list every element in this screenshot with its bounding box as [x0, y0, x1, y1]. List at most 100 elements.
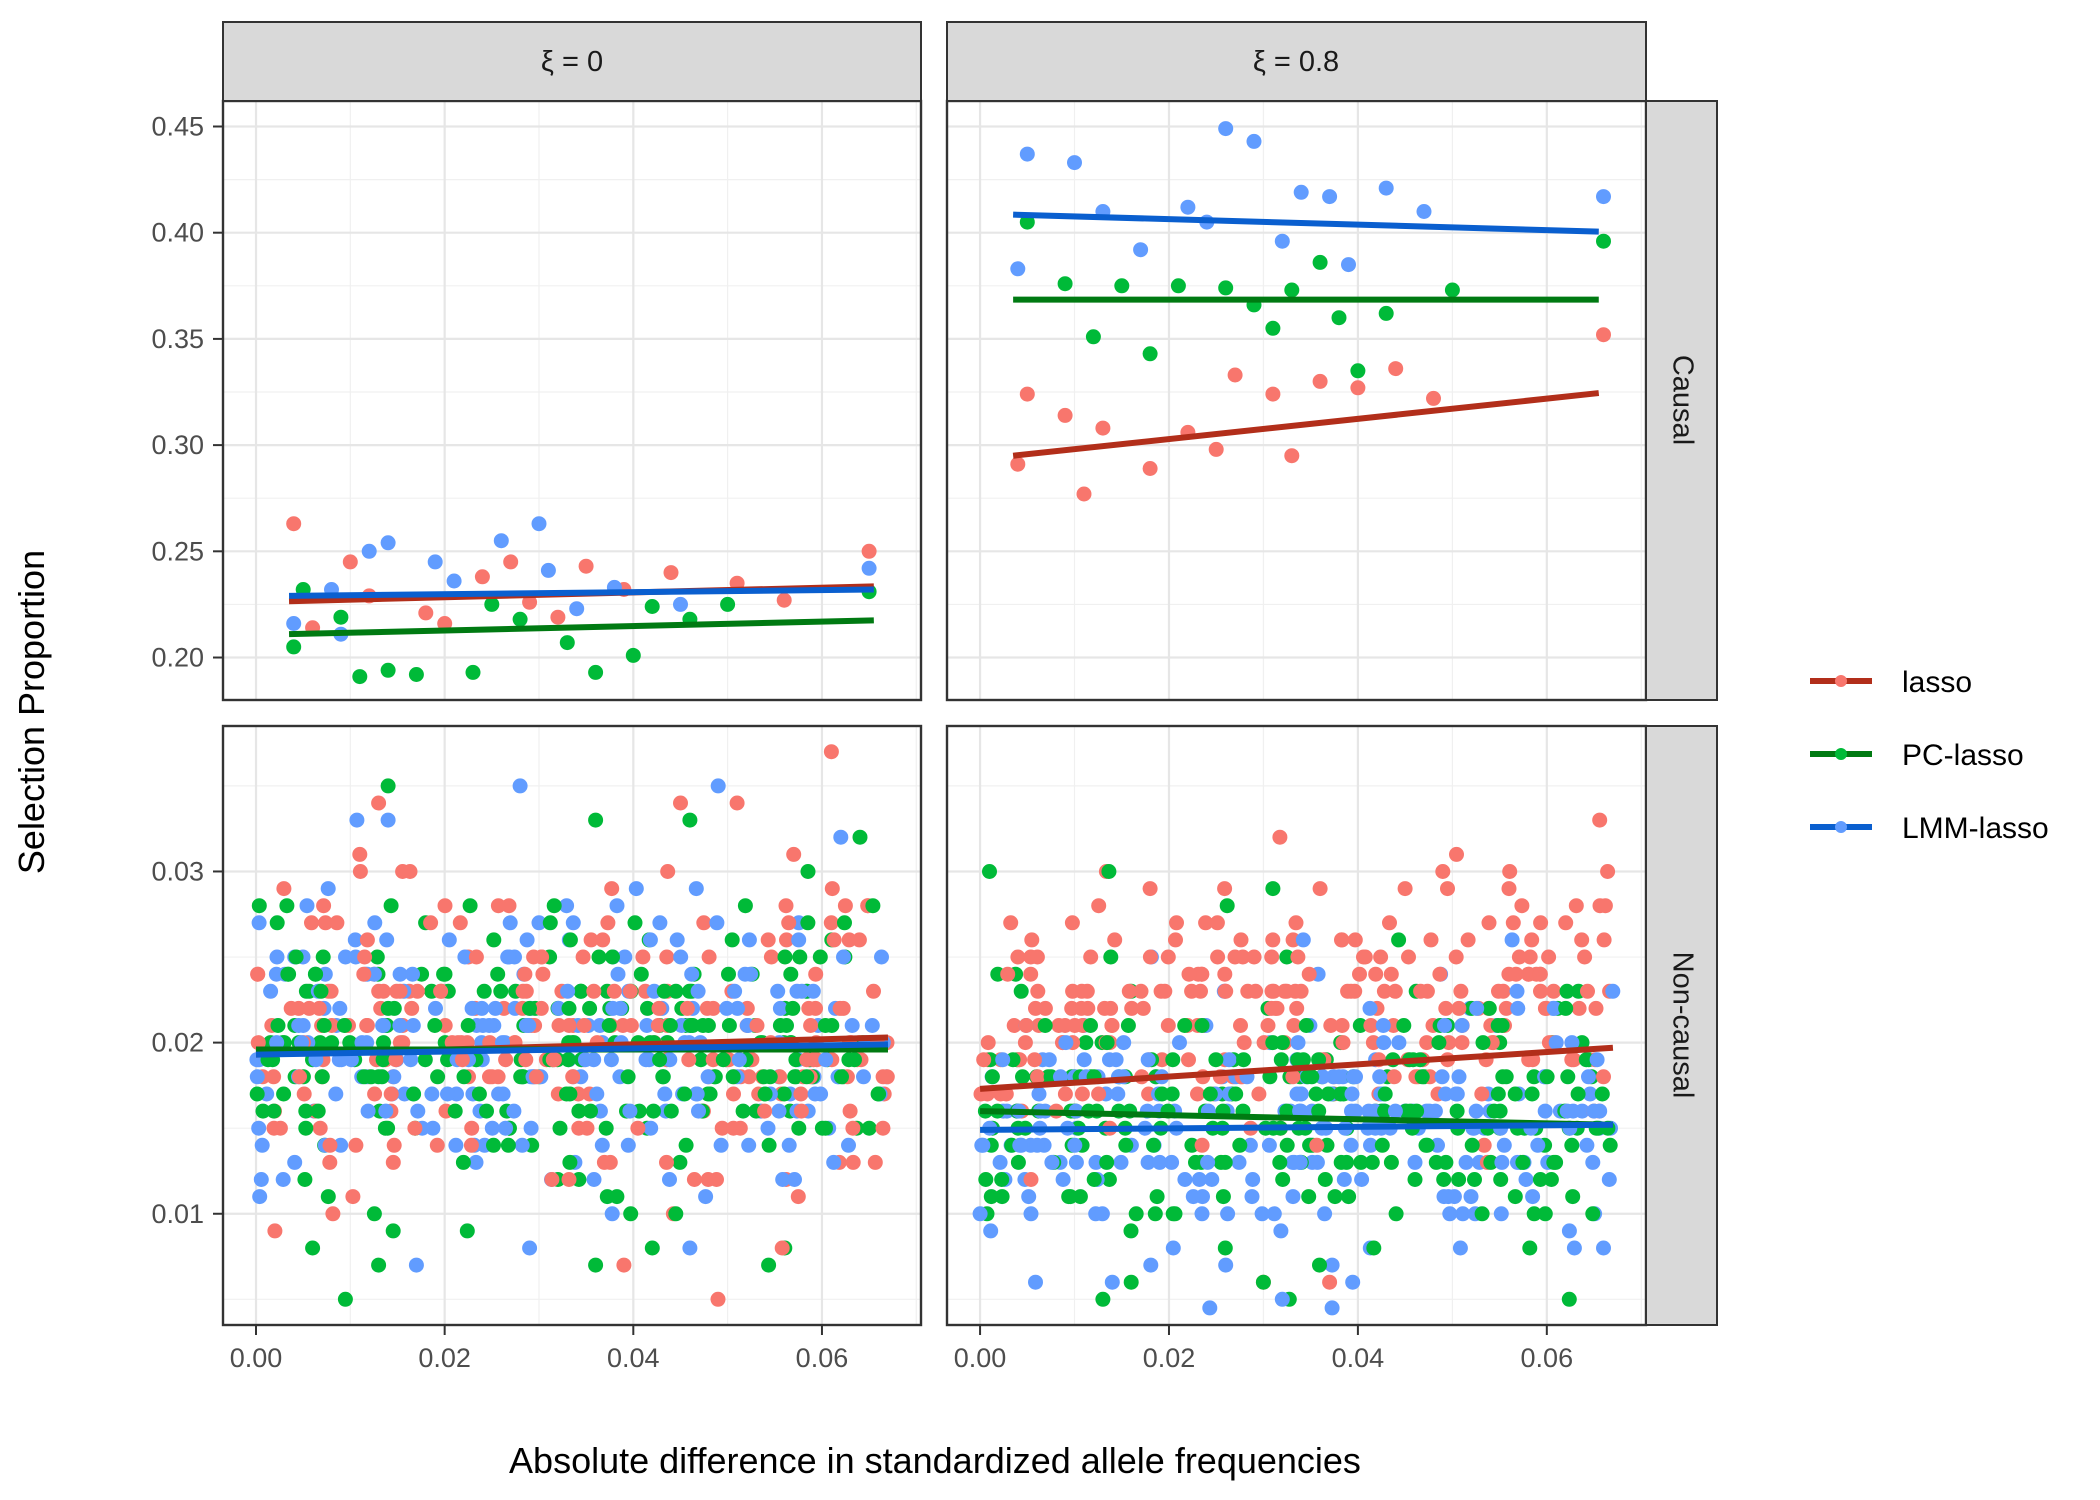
y-axis-title: Selection Proportion — [11, 550, 52, 874]
point-lmm-lasso — [861, 560, 877, 576]
point-lmm-lasso — [359, 1035, 375, 1051]
point-lasso — [793, 1086, 809, 1102]
point-pc-lasso — [1532, 1172, 1548, 1187]
point-lasso — [1097, 1000, 1113, 1016]
point-pc-lasso — [1493, 1172, 1509, 1187]
point-lmm-lasso — [498, 1120, 514, 1136]
point-lasso — [1209, 915, 1225, 931]
point-lasso — [1596, 932, 1612, 948]
point-pc-lasso — [865, 898, 881, 914]
x-axis-left: 0.00 0.02 0.04 0.06 — [230, 1325, 848, 1373]
point-pc-lasso — [1526, 1206, 1542, 1222]
point-lasso — [1064, 915, 1080, 931]
point-pc-lasso — [1167, 1206, 1183, 1222]
point-lasso — [1157, 983, 1173, 999]
y-tick-label: 0.30 — [151, 430, 204, 460]
point-pc-lasso — [1217, 1240, 1233, 1256]
point-lasso — [325, 1206, 341, 1222]
point-lmm-lasso — [475, 1018, 491, 1033]
point-pc-lasso — [249, 1086, 265, 1102]
point-lasso — [1030, 1069, 1046, 1085]
point-lmm-lasso — [1231, 1154, 1247, 1170]
point-pc-lasso — [314, 1069, 330, 1085]
point-lmm-lasso — [405, 966, 420, 982]
point-lmm-lasso — [1348, 1069, 1363, 1085]
point-lmm-lasso — [713, 1137, 729, 1153]
point-lasso — [1335, 1035, 1351, 1051]
point-lasso — [1217, 983, 1233, 999]
point-pc-lasso — [598, 1120, 614, 1136]
point-lasso — [635, 949, 651, 965]
point-lasso — [383, 1086, 399, 1102]
point-lmm-lasso — [673, 596, 688, 612]
point-lmm-lasso — [392, 966, 408, 982]
point-lmm-lasso — [1362, 1000, 1378, 1016]
y-axis-non-causal: 0.01 0.02 0.03 — [151, 856, 223, 1229]
point-lasso — [824, 881, 840, 897]
point-lasso — [1290, 949, 1306, 965]
legend-key-point — [1835, 821, 1847, 833]
point-lasso — [673, 795, 688, 811]
point-pc-lasso — [799, 1069, 815, 1085]
point-pc-lasso — [1219, 898, 1235, 914]
point-lmm-lasso — [1416, 204, 1432, 219]
point-lmm-lasso — [639, 1018, 655, 1033]
point-pc-lasso — [366, 1206, 382, 1222]
point-lasso — [1474, 1086, 1490, 1102]
point-pc-lasso — [1464, 1137, 1480, 1153]
point-lmm-lasso — [263, 983, 279, 999]
point-lasso — [322, 1154, 338, 1170]
point-lmm-lasso — [328, 1086, 344, 1102]
point-pc-lasso — [1378, 305, 1394, 321]
point-lasso — [1322, 1274, 1338, 1290]
point-pc-lasso — [1146, 1137, 1161, 1153]
point-lasso — [1264, 983, 1280, 999]
point-lasso — [1284, 448, 1300, 464]
point-lmm-lasso — [275, 1172, 291, 1187]
fit-line-lmm-lasso — [1013, 211, 1599, 235]
point-lasso — [291, 1000, 307, 1016]
point-lmm-lasso — [1494, 1154, 1510, 1170]
point-lasso — [1198, 915, 1214, 931]
point-lmm-lasso — [253, 1172, 269, 1187]
point-lasso — [1124, 1000, 1140, 1016]
point-pc-lasso — [298, 1103, 314, 1119]
point-lasso — [705, 1000, 721, 1016]
point-pc-lasso — [983, 1189, 999, 1205]
point-lasso — [367, 1086, 383, 1102]
point-lmm-lasso — [775, 1172, 791, 1187]
point-lmm-lasso — [1261, 1137, 1277, 1153]
point-lasso — [359, 932, 375, 948]
point-pc-lasso — [978, 1172, 994, 1187]
point-lasso — [312, 1120, 328, 1136]
point-lasso — [1596, 1069, 1611, 1085]
point-lasso — [976, 1052, 992, 1068]
point-pc-lasso — [1295, 1052, 1311, 1068]
point-lmm-lasso — [586, 1172, 602, 1187]
point-pc-lasso — [871, 1086, 887, 1102]
point-lasso — [579, 1120, 595, 1136]
fit-line-lmm-lasso — [255, 1041, 889, 1058]
point-lasso — [763, 949, 779, 965]
point-lasso — [1334, 1018, 1350, 1033]
point-lasso — [793, 1103, 809, 1119]
point-lmm-lasso — [1345, 1274, 1361, 1290]
point-lmm-lasso — [512, 778, 528, 794]
point-pc-lasso — [791, 1120, 807, 1136]
point-pc-lasso — [1057, 276, 1073, 292]
panel-causal-1 — [945, 99, 1648, 702]
point-lmm-lasso — [1246, 133, 1262, 149]
point-pc-lasso — [1120, 1018, 1136, 1033]
point-lasso — [1260, 1018, 1276, 1033]
point-lasso — [701, 949, 717, 965]
panel-non-causal-1 — [945, 724, 1648, 1327]
point-lmm-lasso — [662, 1172, 677, 1187]
point-pc-lasso — [1331, 310, 1347, 326]
point-pc-lasso — [800, 864, 816, 879]
point-lasso — [596, 1154, 612, 1170]
point-lasso — [726, 1086, 741, 1102]
point-lmm-lasso — [791, 932, 807, 948]
point-pc-lasso — [380, 778, 396, 794]
point-lmm-lasso — [1363, 1137, 1378, 1153]
point-lasso — [1265, 932, 1281, 948]
